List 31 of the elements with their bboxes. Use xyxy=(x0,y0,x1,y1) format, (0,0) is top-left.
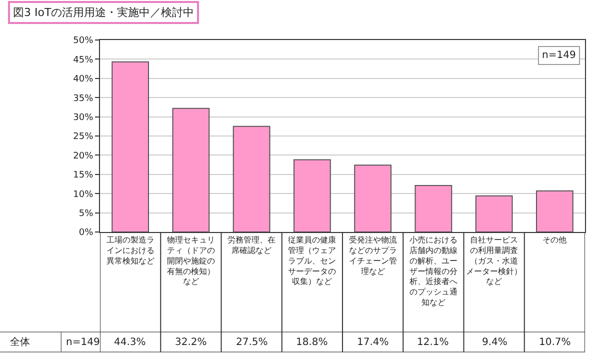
text: n=149 xyxy=(66,337,100,348)
x-tick-label: 受発注や物流などのサプライチェーン管理など xyxy=(348,236,397,276)
y-tick-label: 45% xyxy=(73,55,94,66)
x-tick-label: 労務管理、在席確認など xyxy=(228,236,276,255)
y-tick-label: 20% xyxy=(73,151,94,162)
x-tick-label: 物理セキュリティ（ドアの開閉や施錠の有無の検知）など xyxy=(166,236,215,286)
data-label: 44.3% xyxy=(114,337,146,348)
data-label: 17.4% xyxy=(357,337,389,348)
y-tick-label: 5% xyxy=(78,208,94,219)
text: 全体 xyxy=(10,336,30,348)
y-tick-label: 0% xyxy=(78,228,94,238)
x-tick-label: 自社サービスの利用量調査（ガス・水道メーター検針）など xyxy=(466,236,522,286)
x-tick-label: 工場の製造ラインにおける異常検知など xyxy=(106,236,154,266)
x-tick-label: 従業員の健康管理（ウェアラブル、センサーデータの収集）など xyxy=(288,236,336,286)
data-label: 9.4% xyxy=(482,337,508,348)
y-tick-label: 30% xyxy=(73,112,94,123)
data-label: 10.7% xyxy=(539,337,571,348)
annotation: n=149 xyxy=(542,50,576,61)
y-tick-label: 15% xyxy=(73,170,94,181)
data-label: 27.5% xyxy=(236,337,268,348)
data-label: 18.8% xyxy=(296,337,328,348)
y-tick-label: 10% xyxy=(73,190,94,200)
y-tick-label: 35% xyxy=(73,94,94,104)
data-label: 32.2% xyxy=(175,337,207,348)
chart-title: 図3 IoTの活用用途・実施中／検討中 xyxy=(13,6,194,19)
y-tick-label: 40% xyxy=(73,74,94,85)
y-tick-label: 50% xyxy=(73,36,94,46)
data-label: 12.1% xyxy=(417,337,449,348)
x-tick-label: その他 xyxy=(542,236,567,245)
y-tick-label: 25% xyxy=(73,132,94,142)
x-tick-label: 小売における店舗内の動線の解析、ユーザー情報の分析、近接者へのプッシュ通知など xyxy=(408,236,458,307)
